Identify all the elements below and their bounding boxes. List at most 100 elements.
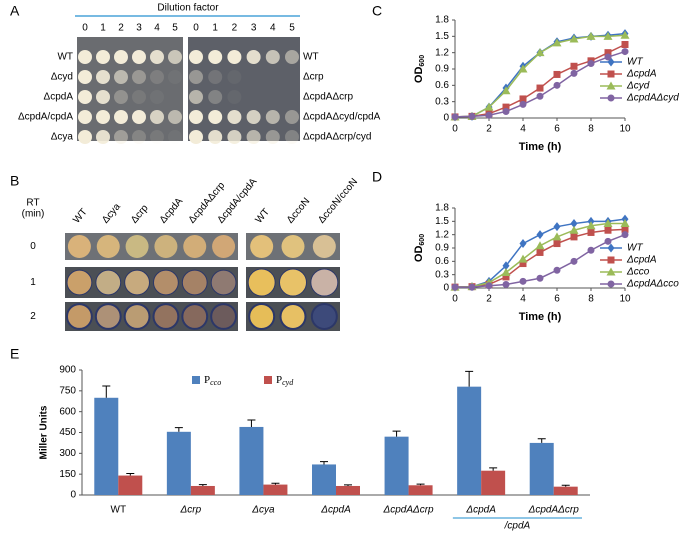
- strain-label: Δcya: [51, 132, 74, 143]
- colony-spot: [210, 303, 237, 330]
- dilution-label: 0: [193, 23, 199, 34]
- colony-spot: [189, 90, 203, 104]
- colony-spot: [132, 70, 146, 84]
- marker: [519, 100, 527, 108]
- colony-spot: [312, 235, 336, 258]
- x-tick-label: 0: [452, 124, 458, 135]
- colony-spot: [181, 269, 208, 296]
- marker: [621, 225, 629, 233]
- legend-label: ΔcpdA: [626, 69, 657, 80]
- error-bar: [198, 484, 207, 486]
- y-tick-label: 1.5: [435, 216, 449, 227]
- marker: [620, 30, 630, 39]
- y-tick-label: 300: [59, 448, 76, 459]
- rt-label: RT: [26, 198, 39, 209]
- marker: [606, 267, 616, 276]
- colony-spot: [78, 50, 92, 64]
- colony-spot: [246, 130, 261, 144]
- strain-label: ΔcpdAΔcyd/cpdA: [303, 112, 381, 123]
- legend-label: WT: [627, 57, 643, 68]
- legend-swatch: [264, 376, 272, 384]
- colony-spot: [132, 110, 146, 124]
- x-tick-label: Δcrp: [180, 505, 202, 516]
- plate-photo: [65, 233, 238, 260]
- error-bar: [416, 483, 425, 486]
- dilution-label: 3: [251, 23, 257, 34]
- colony-spot: [124, 269, 150, 296]
- marker: [519, 277, 527, 285]
- colony-spot: [150, 90, 164, 104]
- marker: [620, 219, 630, 228]
- x-axis-label: Time (h): [519, 141, 562, 153]
- colony-spot: [78, 70, 92, 84]
- marker: [586, 31, 596, 40]
- error-bar: [174, 427, 183, 432]
- x-tick-label: 4: [520, 124, 526, 135]
- colony-spot: [279, 303, 307, 330]
- legend-swatch: [192, 376, 200, 384]
- dilution-label: 1: [212, 23, 218, 34]
- plate-photo: [77, 37, 183, 141]
- colony-spot: [189, 110, 203, 124]
- marker: [603, 219, 613, 228]
- marker: [604, 49, 612, 57]
- error-bar: [537, 438, 546, 443]
- colony-spot: [227, 130, 242, 144]
- panel-letter: C: [372, 3, 382, 19]
- strain-label: Δcrp: [303, 72, 324, 83]
- marker: [570, 219, 578, 229]
- colony-spot: [150, 130, 164, 144]
- marker: [501, 267, 511, 276]
- error-bar: [344, 484, 352, 486]
- y-tick-label: 0.6: [435, 256, 449, 267]
- colony-spot: [208, 50, 223, 64]
- y-axis-label: OD600: [413, 55, 426, 83]
- colony-spot: [96, 130, 110, 144]
- x-tick-label: Δcya: [251, 505, 275, 516]
- y-tick-label: 0.6: [435, 80, 449, 91]
- colony-spot: [227, 90, 242, 104]
- marker: [607, 243, 615, 253]
- marker: [519, 239, 527, 249]
- colony-spot: [248, 303, 276, 330]
- colony-spot: [94, 303, 122, 330]
- colony-spot: [132, 90, 146, 104]
- colony-spot: [227, 70, 242, 84]
- marker: [587, 60, 595, 68]
- panel-a-title: Dilution factor: [157, 3, 219, 14]
- colony-spot: [96, 110, 110, 124]
- dilution-label: 5: [289, 23, 295, 34]
- colony-spot: [150, 110, 164, 124]
- bar: [166, 431, 191, 495]
- series-line: [454, 32, 626, 118]
- colony-spot: [265, 110, 280, 124]
- y-tick-label: 0.3: [435, 96, 449, 107]
- colony-spot: [95, 269, 122, 296]
- marker: [518, 254, 528, 263]
- marker: [519, 260, 527, 268]
- marker: [536, 274, 544, 282]
- x-tick-label: 8: [588, 124, 594, 135]
- marker: [607, 94, 615, 102]
- legend-label: ΔcpdAΔcco: [626, 279, 679, 290]
- colony-spot: [125, 235, 149, 258]
- colony-spot: [285, 110, 299, 124]
- colony-spot: [208, 110, 223, 124]
- marker: [485, 282, 493, 290]
- legend-label: WT: [627, 243, 643, 254]
- marker: [468, 112, 476, 120]
- bar: [529, 442, 554, 495]
- colony-spot: [78, 110, 92, 124]
- error-bar: [126, 472, 135, 476]
- marker: [607, 70, 615, 78]
- dilution-label: 3: [136, 23, 142, 34]
- y-tick-label: 0.9: [435, 243, 449, 254]
- colony-spot: [208, 130, 223, 144]
- colony-spot: [310, 268, 339, 297]
- colony-spot: [208, 70, 223, 84]
- marker: [587, 228, 595, 236]
- marker: [587, 246, 595, 254]
- y-tick-label: 0: [443, 113, 449, 124]
- marker: [604, 237, 612, 245]
